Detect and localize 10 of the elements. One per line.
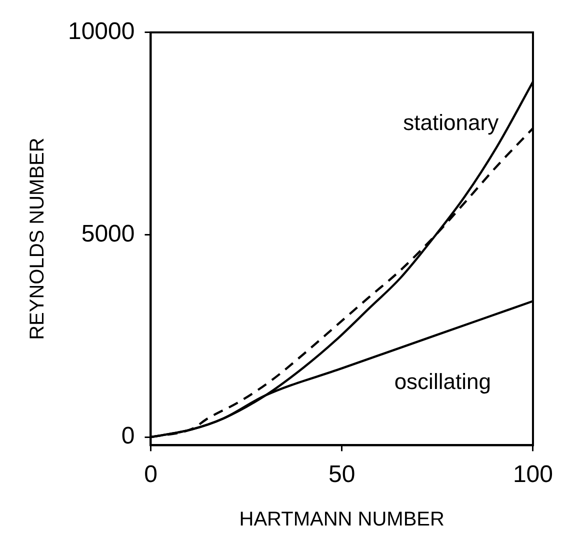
series-label: stationary — [403, 110, 499, 135]
x-tick-label: 50 — [328, 461, 356, 488]
x-axis-title: HARTMANN NUMBER — [239, 508, 444, 531]
y-axis-title: REYNOLDS NUMBER — [26, 138, 49, 340]
x-tick-label: 0 — [144, 461, 158, 488]
y-tick-label: 10000 — [68, 18, 135, 46]
y-tick-label: 5000 — [81, 220, 135, 248]
series-label: oscillating — [394, 369, 491, 394]
x-tick-label: 100 — [512, 461, 553, 488]
y-tick-label: 0 — [121, 422, 135, 450]
